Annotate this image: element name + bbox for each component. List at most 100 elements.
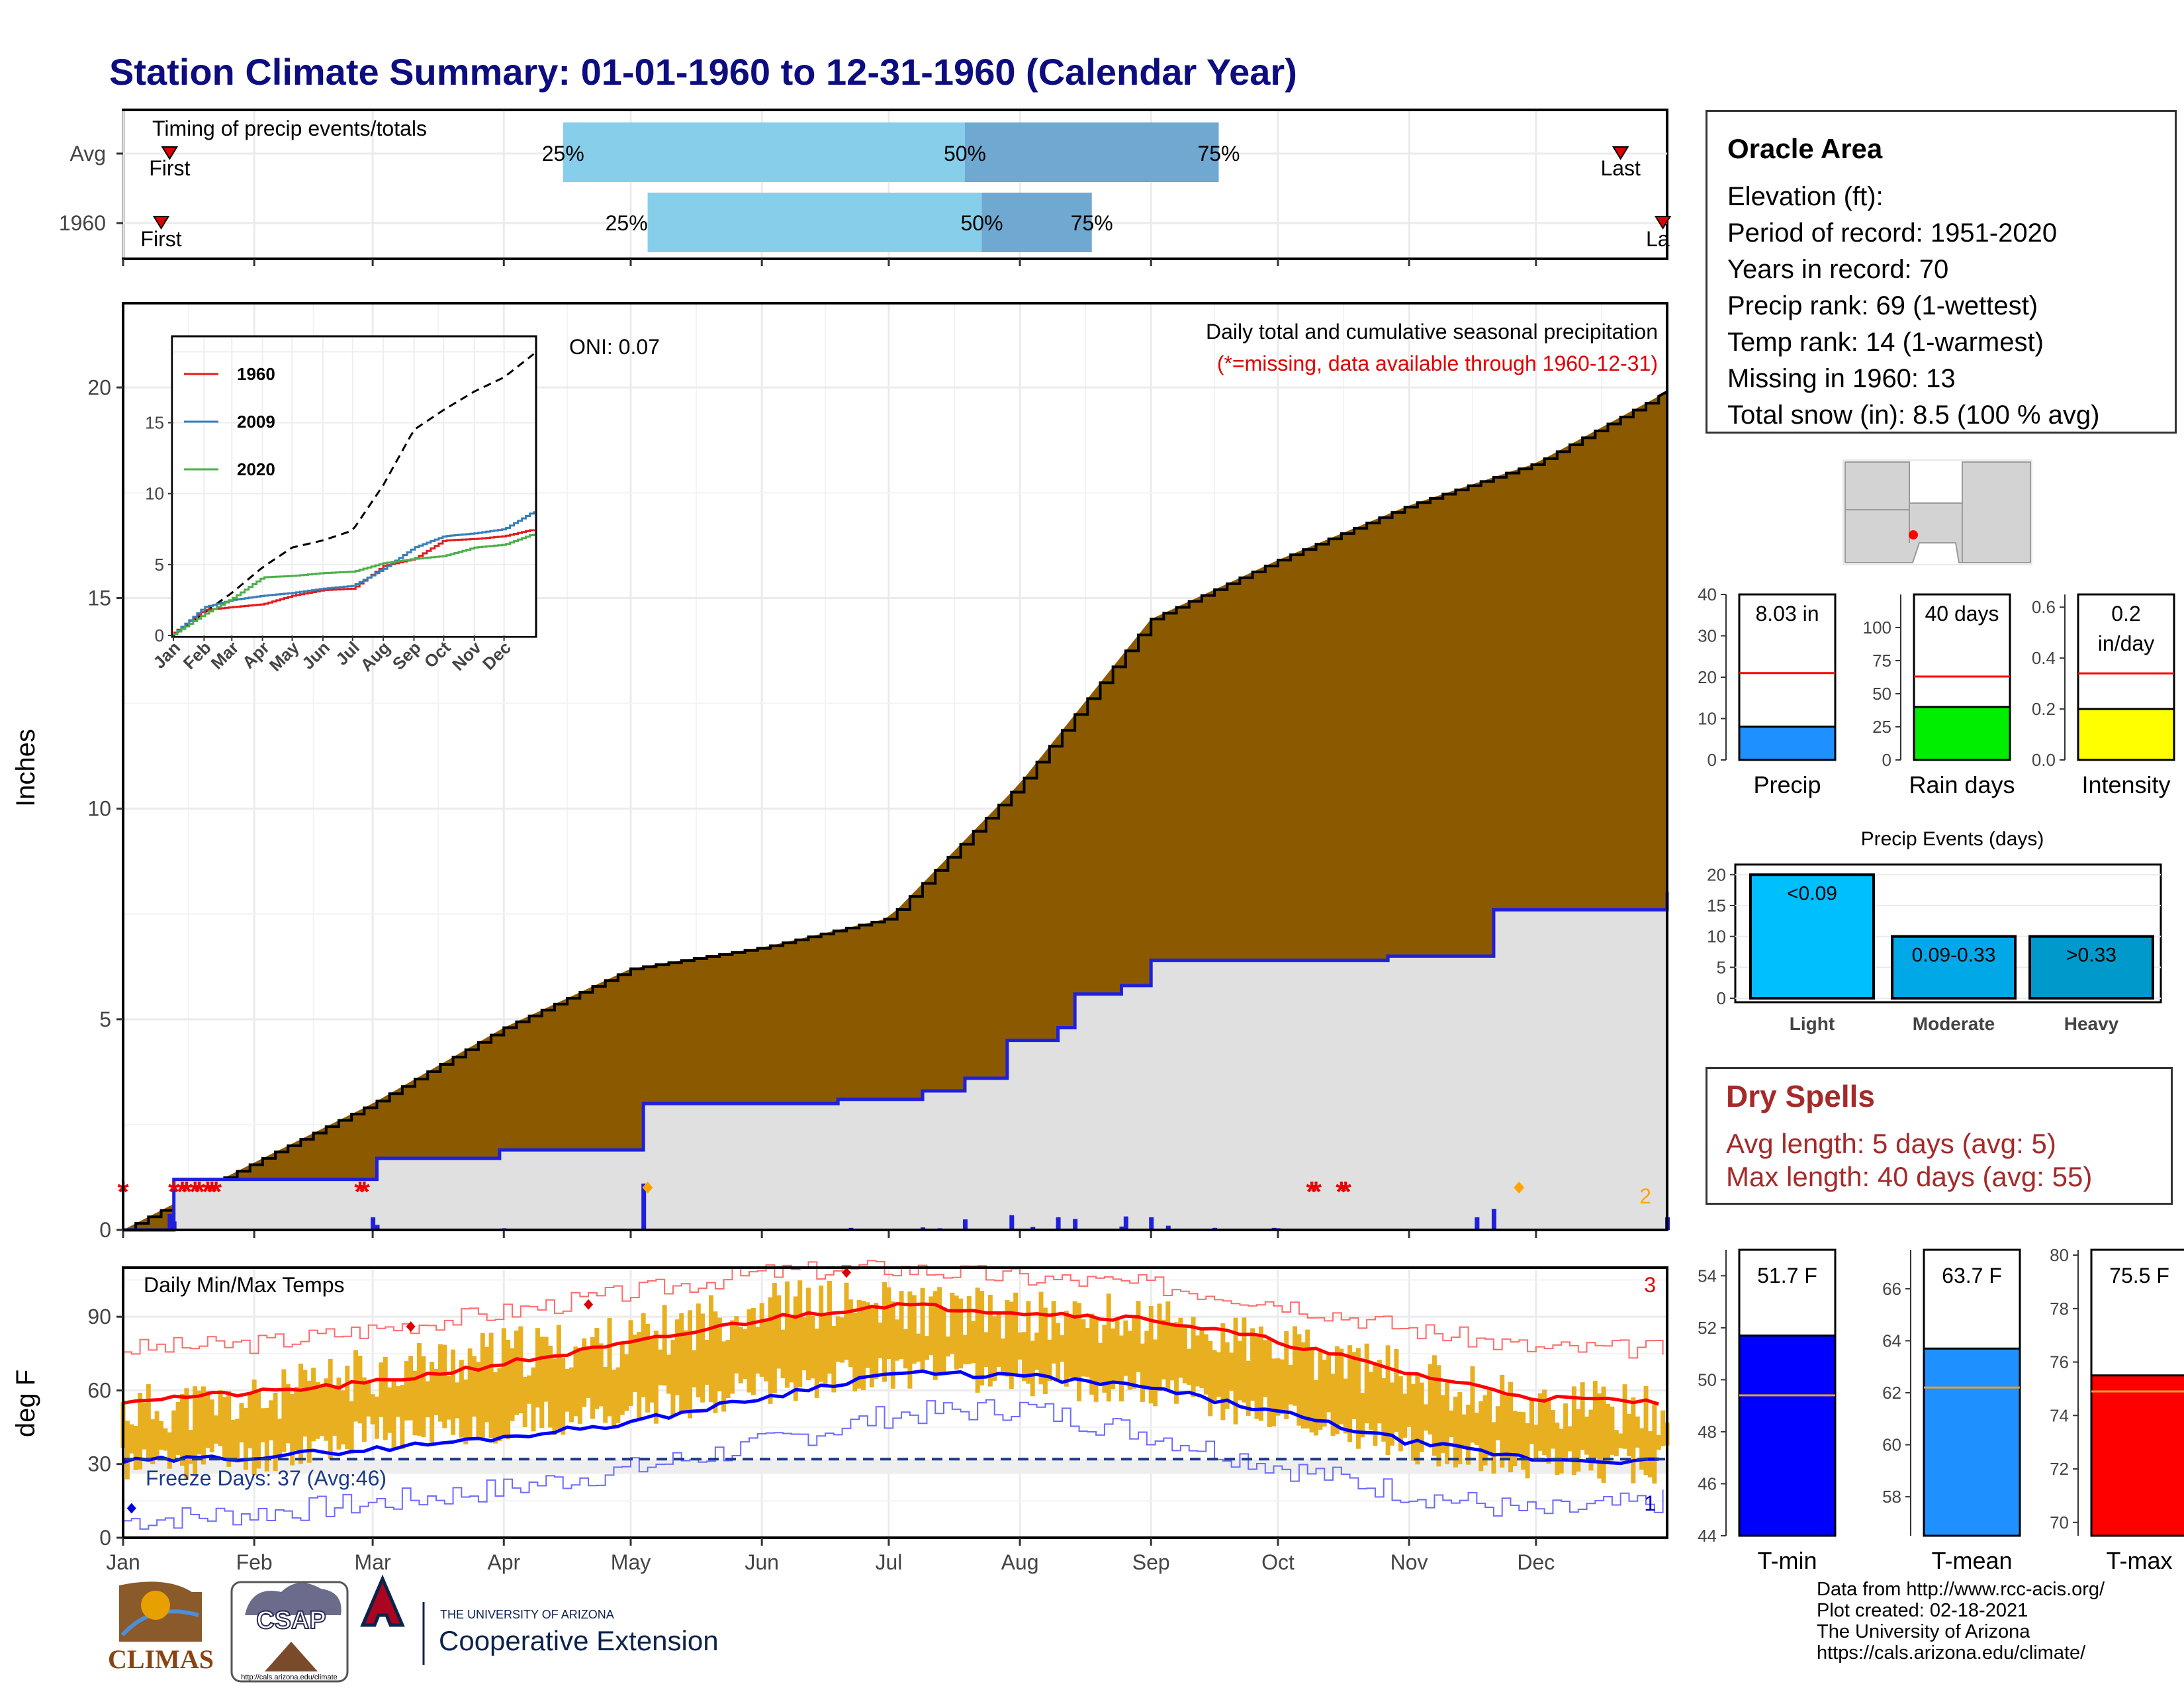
temp-day-bar [179, 1393, 185, 1466]
precip-corner-count: 2 [1639, 1184, 1651, 1208]
temp-bar-ytick-label: 54 [1698, 1266, 1717, 1286]
daily-precip-bar [1475, 1217, 1480, 1230]
temp-day-bar [1072, 1301, 1077, 1378]
missing-day-mark: * [1306, 1176, 1318, 1208]
temp-month-label: Aug [1001, 1550, 1039, 1574]
temp-day-bar [400, 1385, 405, 1450]
temp-day-bar [966, 1295, 972, 1364]
temp-day-bar [819, 1286, 824, 1382]
temp-day-bar [1297, 1334, 1302, 1426]
info-years: Years in record: 70 [1727, 255, 1949, 284]
temp-day-bar [1098, 1342, 1103, 1385]
temp-day-bar [721, 1341, 727, 1412]
temp-bar-category-label: T-max [2106, 1547, 2172, 1574]
temp-day-bar [1440, 1395, 1445, 1453]
temp-day-bar [133, 1425, 138, 1470]
precip-ytick-label: 10 [87, 797, 111, 821]
temp-day-bar [607, 1317, 612, 1417]
temp-day-bar [1588, 1409, 1594, 1471]
temp-day-bar [328, 1358, 333, 1459]
temp-day-bar [209, 1399, 214, 1453]
temp-ytick-label: 30 [87, 1452, 111, 1476]
mini-bar-ytick-label: 0.2 [2032, 699, 2056, 719]
temp-day-bar [1038, 1291, 1044, 1385]
temp-day-bar [159, 1421, 164, 1450]
temp-bar-value [1923, 1347, 2021, 1537]
temp-day-bar [548, 1345, 553, 1428]
temp-bar-ytick-label: 72 [2050, 1459, 2069, 1479]
temp-day-bar [1428, 1364, 1433, 1435]
mini-bar-charts: 0 10 20 30 40 8.03 in Precip 0 25 50 75 100 40 days R… [1698, 585, 2175, 798]
daily-precip-bar [1009, 1215, 1015, 1230]
snow-marker [1514, 1182, 1525, 1194]
timing-title: Timing of precip events/totals [152, 117, 427, 140]
temp-day-bar [958, 1298, 964, 1369]
temp-day-bar [175, 1401, 181, 1455]
temp-day-bar [1182, 1324, 1187, 1383]
temp-day-bar [1508, 1382, 1514, 1473]
temp-day-bar [480, 1333, 485, 1439]
temp-day-bar [527, 1375, 532, 1404]
temp-ytick-label: 0 [99, 1526, 111, 1550]
temp-corner-top: 3 [1644, 1273, 1656, 1297]
temp-day-bar [1026, 1301, 1031, 1384]
temp-month-label: May [611, 1550, 651, 1574]
temp-day-bar [1127, 1331, 1132, 1390]
temp-day-bar [886, 1287, 891, 1359]
temp-day-bar [1300, 1342, 1306, 1429]
temp-day-bar [459, 1360, 464, 1438]
year-first-label: First [140, 227, 181, 251]
temp-day-bar [269, 1400, 274, 1440]
temp-day-bar [878, 1322, 883, 1358]
temp-day-bar [785, 1281, 790, 1388]
mini-bar-ytick-label: 20 [1698, 667, 1717, 687]
temp-day-bar [361, 1377, 367, 1442]
temp-day-bar [463, 1379, 469, 1444]
temp-day-bar [235, 1419, 240, 1463]
precip-label-top: Daily total and cumulative seasonal prec… [1206, 320, 1658, 344]
temp-day-bar [1254, 1336, 1259, 1419]
year-quartile-50-75 [981, 193, 1092, 252]
temp-day-bar [1516, 1411, 1522, 1454]
mini-bar-value [2077, 708, 2175, 761]
inset-grid [173, 338, 535, 636]
mini-bar-value-label: 8.03 in [1755, 602, 1819, 626]
dry-spells-box: Dry Spells Avg length: 5 days (avg: 5) M… [1706, 1067, 2173, 1205]
temp-day-bar [1309, 1349, 1314, 1432]
events-category-label: Moderate [1913, 1013, 1995, 1034]
temp-day-bar [1424, 1404, 1429, 1431]
cumulative-avg-step [123, 389, 1668, 1231]
temp-day-bar [793, 1296, 798, 1401]
temp-day-bar [1077, 1303, 1082, 1401]
temp-day-bar [345, 1366, 350, 1450]
temp-bar-t-min: 44 46 48 50 52 54 51.7 F T-min [1698, 1248, 1837, 1574]
temp-day-bar [1643, 1385, 1649, 1476]
temp-day-bar [514, 1331, 519, 1415]
temp-day-bar [421, 1356, 426, 1438]
daily-precip-bar [1165, 1225, 1171, 1230]
temp-day-bar [861, 1301, 866, 1391]
temp-month-label: Sep [1132, 1550, 1170, 1574]
temp-bar-value-label: 51.7 F [1757, 1264, 1817, 1288]
daily-precip-bar [171, 1221, 177, 1230]
temp-day-bar [1381, 1378, 1387, 1442]
temp-bar-ytick-label: 62 [1882, 1383, 1901, 1403]
temp-day-bar [1178, 1317, 1183, 1378]
credits: Data from http://www.rcc-acis.org/ Plot … [1817, 1579, 2105, 1664]
temp-day-bar [658, 1349, 663, 1385]
station-location-dot [1909, 530, 1918, 539]
temp-day-bar [446, 1376, 451, 1420]
temp-day-bar [1005, 1299, 1010, 1377]
events-bar-label: >0.33 [2066, 945, 2116, 966]
ua-a-icon [360, 1574, 405, 1627]
temp-day-bar [201, 1386, 206, 1465]
temp-day-bar [573, 1346, 578, 1417]
mini-bar-value [1913, 706, 2011, 761]
temp-day-bar [569, 1367, 574, 1423]
temp-day-bar [1165, 1301, 1171, 1390]
temp-day-bar [1093, 1318, 1099, 1402]
temp-day-bar [903, 1329, 908, 1369]
temp-day-bar [1461, 1414, 1467, 1448]
record-high-marker [584, 1299, 594, 1310]
